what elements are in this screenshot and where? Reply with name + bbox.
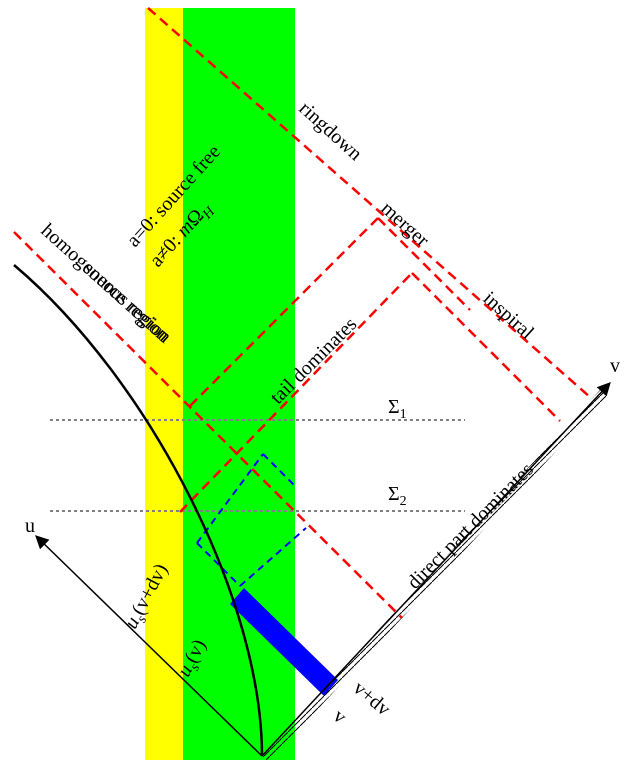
label-inspiral: inspiral [479, 287, 539, 344]
label-sigma1: Σ1 [388, 396, 407, 422]
red-dashed-lines [13, 7, 591, 619]
source-curve [13, 264, 264, 757]
hatched-boundary [262, 390, 607, 760]
v-axis [261, 382, 611, 757]
label-sigma2: Σ2 [388, 483, 407, 509]
label-v-dv-tick: v+dv [349, 677, 395, 720]
blue-dashed-lines [196, 453, 307, 587]
label-v-axis: v [610, 355, 620, 377]
u-axis [35, 535, 263, 757]
yellow-band [145, 8, 183, 760]
label-ringdown: ringdown [295, 97, 367, 165]
blue-strip [230, 588, 338, 696]
label-u-axis: u [25, 515, 35, 537]
label-v-tick: v [329, 705, 351, 728]
label-direct-part-dominates: direct part dominates [403, 458, 538, 593]
